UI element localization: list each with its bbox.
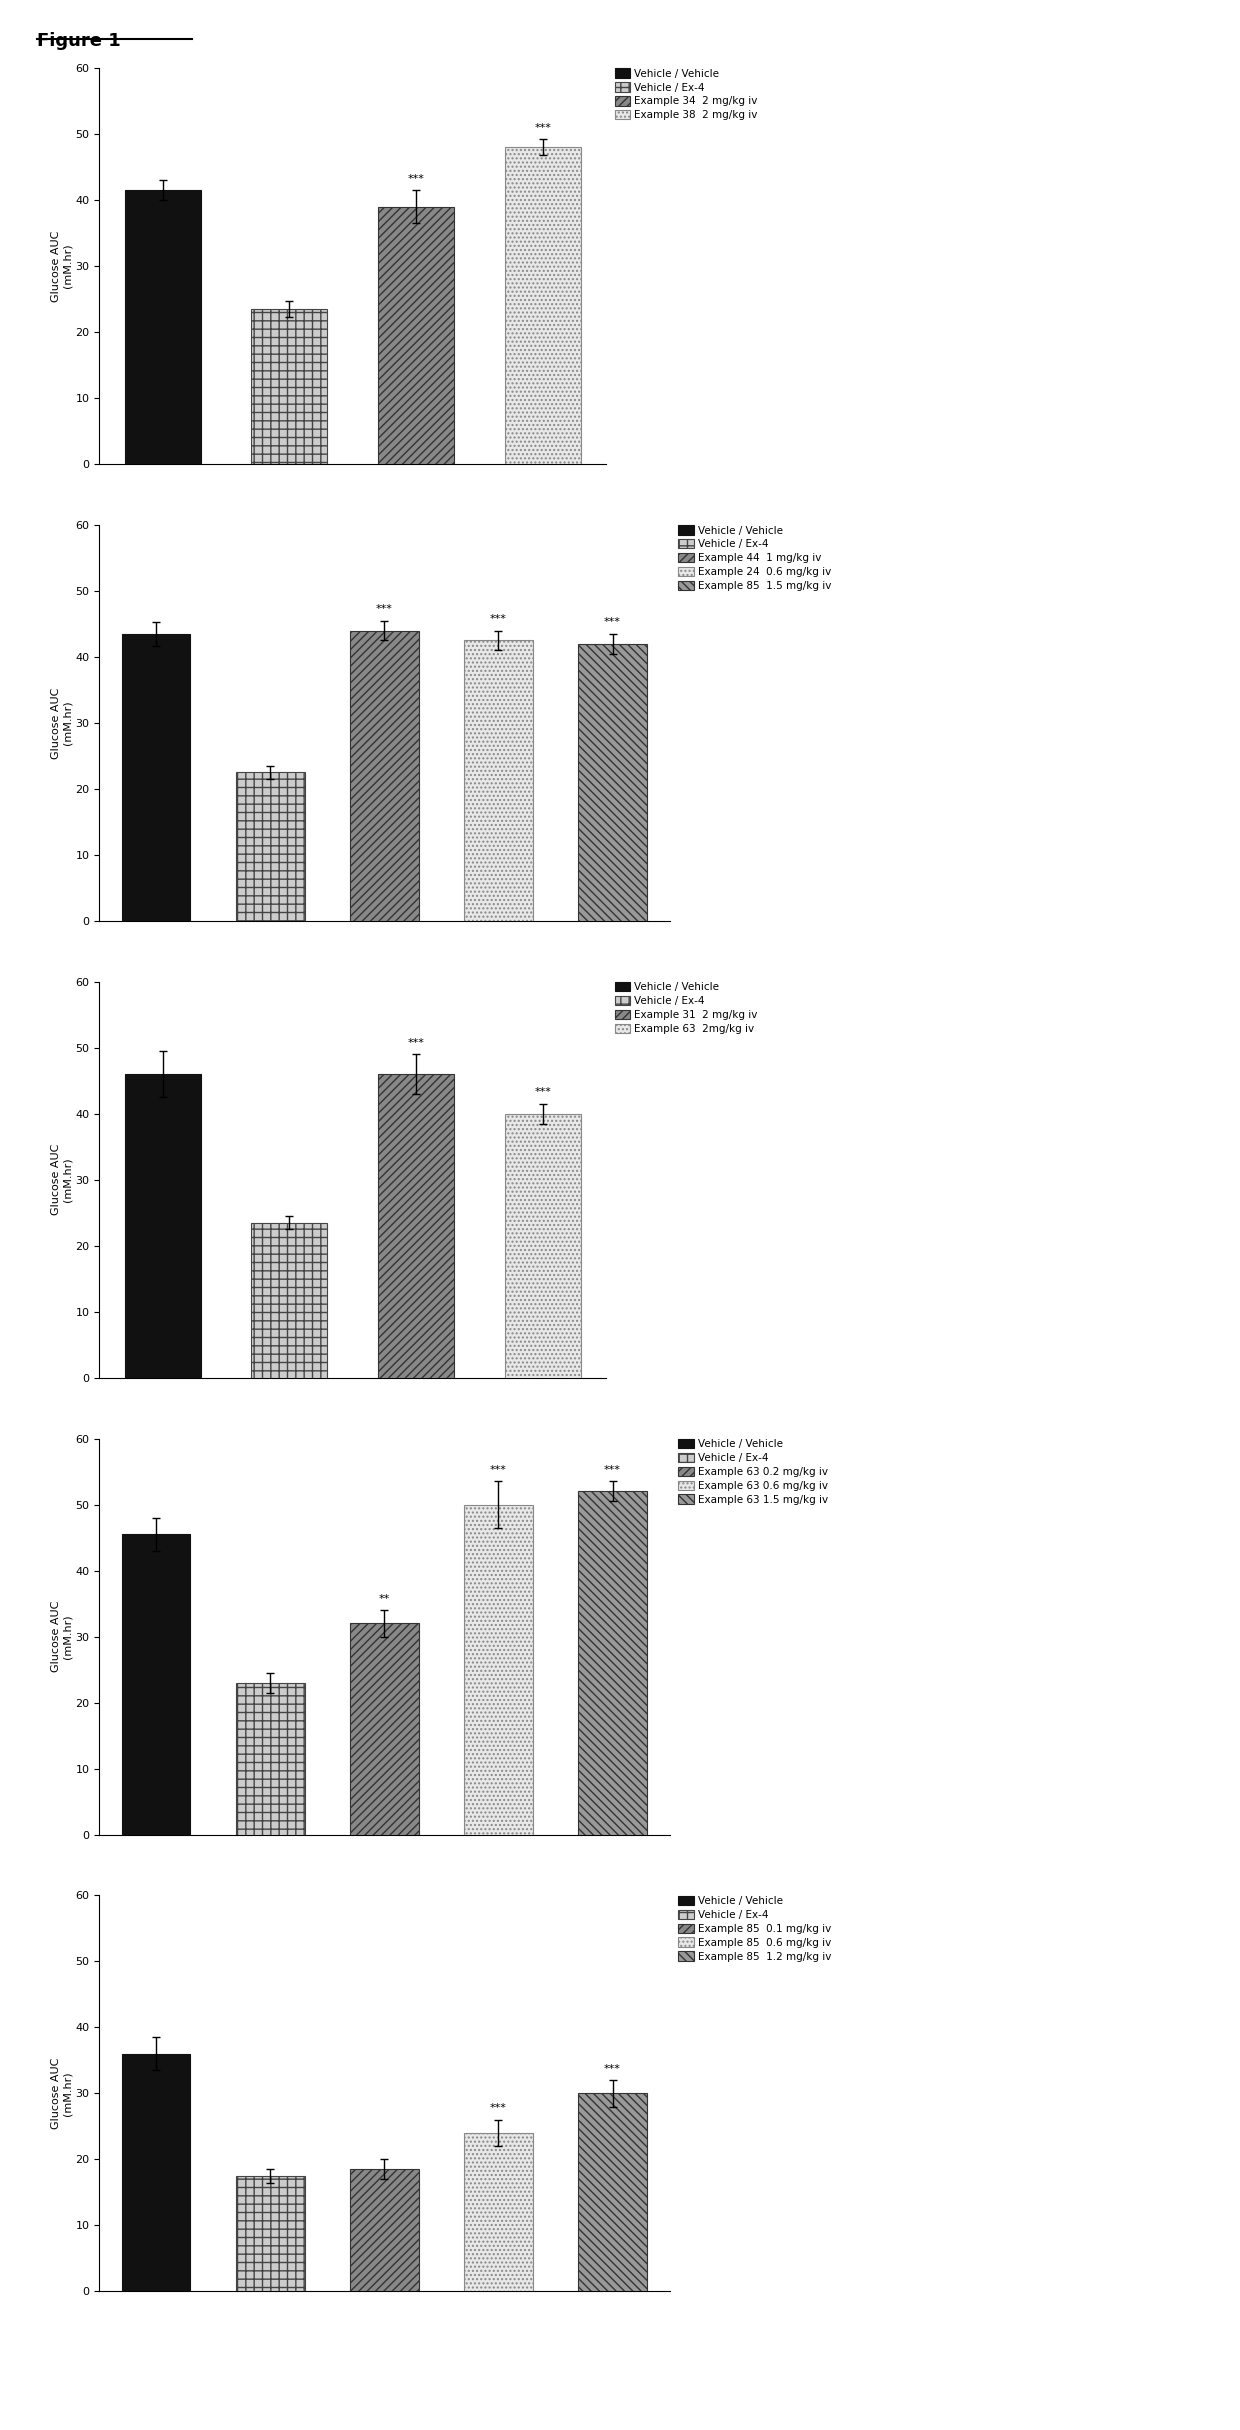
- Text: Figure 1: Figure 1: [37, 32, 122, 49]
- Y-axis label: Glucose AUC
(mM.hr): Glucose AUC (mM.hr): [51, 2058, 73, 2129]
- Bar: [464, 2134, 533, 2291]
- Legend: Vehicle / Vehicle, Vehicle / Ex-4, Example 31  2 mg/kg iv, Example 63  2mg/kg iv: Vehicle / Vehicle, Vehicle / Ex-4, Examp…: [611, 979, 761, 1038]
- Bar: [122, 634, 191, 921]
- Text: ***: ***: [604, 2063, 621, 2073]
- Bar: [252, 309, 327, 464]
- Y-axis label: Glucose AUC
(mM.hr): Glucose AUC (mM.hr): [51, 688, 73, 758]
- Bar: [236, 773, 305, 921]
- Bar: [252, 1222, 327, 1378]
- Legend: Vehicle / Vehicle, Vehicle / Ex-4, Example 85  0.1 mg/kg iv, Example 85  0.6 mg/: Vehicle / Vehicle, Vehicle / Ex-4, Examp…: [675, 1893, 835, 1966]
- Legend: Vehicle / Vehicle, Vehicle / Ex-4, Example 34  2 mg/kg iv, Example 38  2 mg/kg i: Vehicle / Vehicle, Vehicle / Ex-4, Examp…: [611, 66, 761, 124]
- Text: ***: ***: [534, 1086, 552, 1098]
- Text: ***: ***: [604, 617, 621, 627]
- Bar: [236, 1684, 305, 1835]
- Legend: Vehicle / Vehicle, Vehicle / Ex-4, Example 44  1 mg/kg iv, Example 24  0.6 mg/kg: Vehicle / Vehicle, Vehicle / Ex-4, Examp…: [675, 522, 835, 595]
- Bar: [505, 148, 580, 464]
- Text: ***: ***: [376, 605, 393, 615]
- Bar: [464, 1504, 533, 1835]
- Bar: [464, 642, 533, 921]
- Bar: [124, 1074, 201, 1378]
- Bar: [350, 2170, 419, 2291]
- Bar: [578, 644, 647, 921]
- Text: ***: ***: [490, 2104, 507, 2114]
- Y-axis label: Glucose AUC
(mM.hr): Glucose AUC (mM.hr): [51, 1601, 73, 1672]
- Text: ***: ***: [604, 1465, 621, 1475]
- Bar: [122, 1533, 191, 1835]
- Bar: [122, 2053, 191, 2291]
- Text: ***: ***: [408, 1038, 424, 1047]
- Bar: [578, 1492, 647, 1835]
- Text: ***: ***: [408, 173, 424, 185]
- Bar: [378, 1074, 454, 1378]
- Bar: [505, 1113, 580, 1378]
- Bar: [350, 629, 419, 921]
- Bar: [350, 1623, 419, 1835]
- Y-axis label: Glucose AUC
(mM.hr): Glucose AUC (mM.hr): [51, 1145, 73, 1215]
- Legend: Vehicle / Vehicle, Vehicle / Ex-4, Example 63 0.2 mg/kg iv, Example 63 0.6 mg/kg: Vehicle / Vehicle, Vehicle / Ex-4, Examp…: [675, 1436, 831, 1509]
- Text: ***: ***: [534, 124, 552, 134]
- Bar: [236, 2175, 305, 2291]
- Text: ***: ***: [490, 615, 507, 625]
- Y-axis label: Glucose AUC
(mM.hr): Glucose AUC (mM.hr): [51, 231, 73, 301]
- Text: ***: ***: [490, 1465, 507, 1475]
- Bar: [378, 207, 454, 464]
- Text: **: **: [378, 1594, 391, 1604]
- Bar: [124, 190, 201, 464]
- Bar: [578, 2095, 647, 2291]
